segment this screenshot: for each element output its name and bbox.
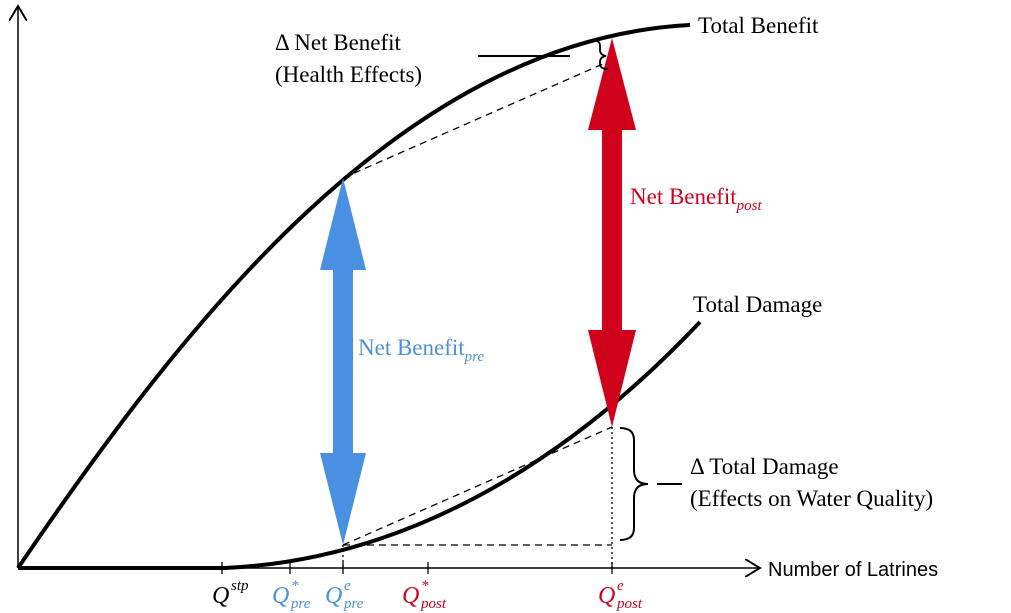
brace: [619, 427, 649, 541]
annotation: Δ Total Damage: [690, 454, 839, 479]
annotation-text: Net Benefit: [630, 184, 737, 209]
tick-base: Q: [272, 583, 289, 609]
tick-sup: e: [344, 578, 351, 594]
tick-label: Q * pre: [272, 578, 311, 612]
annotation-sub: post: [736, 198, 763, 214]
x-axis-label: Number of Latrines: [768, 559, 938, 581]
curve-label: Total Benefit: [698, 13, 819, 38]
tick-base: Q: [325, 583, 342, 609]
tick-sub: pre: [290, 596, 311, 612]
brace: [591, 39, 609, 70]
tick-label: Q * post: [402, 578, 447, 612]
tick-sup: *: [421, 578, 429, 594]
net-benefit-post-arrow: [588, 38, 636, 427]
tick-sub: post: [420, 596, 447, 612]
tick-sub: pre: [343, 596, 364, 612]
annotation-sub: pre: [464, 349, 485, 365]
annotation-text: Net Benefit: [358, 335, 465, 360]
tick-base: Q: [402, 583, 419, 609]
annotation: (Effects on Water Quality): [690, 486, 933, 511]
total-benefit-curve: [16, 23, 691, 570]
tick-sub: post: [616, 596, 643, 612]
tick-base: Q: [212, 583, 229, 609]
dashed-line: [342, 426, 613, 546]
tick-sup: e: [617, 578, 624, 594]
curve-label: Total Damage: [693, 292, 822, 317]
total-damage-curve: [18, 320, 702, 570]
annotation: (Health Effects): [275, 62, 422, 87]
tick-sup: stp: [231, 578, 249, 594]
tick-sup: *: [291, 578, 299, 594]
tick-base: Q: [598, 583, 615, 609]
net-benefit-pre-arrow: [320, 178, 366, 545]
annotation: Net Benefitpre: [358, 335, 484, 365]
dashed-line: [342, 59, 613, 179]
annotation: Δ Net Benefit: [275, 30, 402, 55]
annotation: Net Benefitpost: [630, 184, 762, 214]
